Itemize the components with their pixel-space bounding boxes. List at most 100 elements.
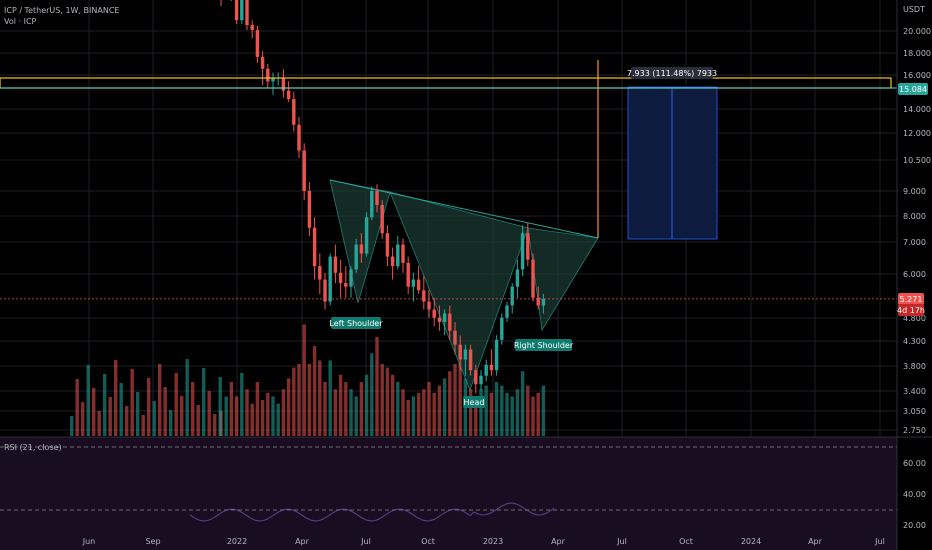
candle-body xyxy=(432,309,436,318)
candle-body xyxy=(286,90,291,100)
time-tick-label: 2024 xyxy=(741,537,761,546)
rsi-tick-label: 40.00 xyxy=(903,490,926,499)
rsi-line xyxy=(189,502,555,522)
volume-bar xyxy=(375,337,379,436)
volume-bar xyxy=(97,411,101,436)
candle-body xyxy=(416,279,421,291)
volume-bar xyxy=(333,389,338,436)
volume-bar xyxy=(520,371,525,436)
candle-body xyxy=(318,266,322,280)
candle-body xyxy=(234,0,239,21)
candle-body xyxy=(323,279,327,302)
volume-bar xyxy=(271,396,275,436)
volume-bar xyxy=(276,403,280,436)
volume-bar xyxy=(302,324,306,436)
candle-body xyxy=(468,349,473,371)
volume-bar xyxy=(218,377,222,436)
head-and-shoulders-pattern xyxy=(329,179,599,392)
candle-body xyxy=(245,0,249,26)
volume-bar xyxy=(515,389,520,436)
volume-bar xyxy=(266,392,270,436)
volume-bar xyxy=(458,356,462,436)
volume-bar xyxy=(432,392,436,436)
volume-bar xyxy=(125,406,129,436)
right-shoulder-label-bg xyxy=(515,339,572,351)
candle-body xyxy=(500,317,504,340)
time-tick-label: Jul xyxy=(360,537,371,546)
candle-body xyxy=(370,190,374,218)
volume-bar xyxy=(437,385,442,436)
head-shape xyxy=(389,191,529,392)
left-shoulder-label: Left Shoulder xyxy=(329,319,383,328)
candle-body xyxy=(385,233,390,257)
volume-bar xyxy=(292,367,296,436)
candle-body xyxy=(494,339,499,371)
volume-bar xyxy=(196,405,200,436)
time-tick-label: 2023 xyxy=(483,537,503,546)
head-label-bg xyxy=(463,396,485,408)
volume-bar xyxy=(468,389,473,436)
candle-body xyxy=(359,244,364,254)
candle-body xyxy=(541,298,546,306)
price-tick-label: 14.000 xyxy=(903,105,931,114)
volume-bar xyxy=(141,415,145,436)
volume-bar xyxy=(234,396,239,436)
volume-bar xyxy=(505,392,509,436)
price-tick-label: 3.050 xyxy=(903,407,926,416)
price-tick-label: 4.300 xyxy=(903,337,926,346)
volume-bar xyxy=(250,403,254,436)
candle-body xyxy=(505,305,509,318)
candle-body xyxy=(526,233,530,260)
volume-bar xyxy=(312,346,317,436)
volume-bar xyxy=(224,396,228,436)
candle-body xyxy=(292,99,296,125)
volume-bar xyxy=(338,374,343,436)
volume-bar xyxy=(328,360,332,436)
resistance-price-tag-bg xyxy=(898,83,928,95)
candle-body xyxy=(312,227,317,267)
symbol-title[interactable]: ICP / TetherUS, 1W, BINANCE xyxy=(4,6,120,15)
candle-body xyxy=(390,256,395,267)
price-tick-label: 2.750 xyxy=(903,426,926,435)
volume-bar xyxy=(448,371,452,436)
current-price-tag: 5.271 xyxy=(900,295,923,304)
price-tick-label: 8.000 xyxy=(903,212,926,221)
volume-bar xyxy=(260,400,265,436)
candle-body xyxy=(406,262,410,287)
time-tick-label: Apr xyxy=(295,537,310,546)
volume-bar xyxy=(489,392,494,436)
measure-label-bg xyxy=(631,67,713,79)
time-tick-label: Jun xyxy=(82,537,96,546)
candle-body xyxy=(307,190,312,228)
volume-bar xyxy=(174,373,178,436)
candle-body xyxy=(271,77,275,82)
volume-bar xyxy=(370,353,374,436)
volume-bar xyxy=(318,360,322,436)
candle-body xyxy=(531,259,535,298)
volume-bar xyxy=(297,364,301,436)
current-price-tag-bg xyxy=(898,293,924,305)
price-tick-label: 3.400 xyxy=(903,387,926,396)
candle-body xyxy=(380,204,384,234)
volume-bar xyxy=(396,382,400,436)
volume-bar xyxy=(255,382,260,436)
volume-bar xyxy=(422,389,426,436)
volume-bar xyxy=(541,385,546,436)
resistance-zone xyxy=(0,77,892,89)
volume-bar xyxy=(453,364,457,436)
volume-bar xyxy=(484,385,488,436)
price-tick-label: 4.800 xyxy=(903,314,926,323)
rsi-title[interactable]: RSI (21, close) xyxy=(4,443,62,452)
volume-title: Vol · ICP xyxy=(4,17,37,26)
candle-body xyxy=(411,279,416,287)
candle-body xyxy=(427,301,431,310)
volume-bar xyxy=(185,359,189,436)
candle-body xyxy=(349,269,353,287)
candle-body xyxy=(354,244,358,270)
volume-bar xyxy=(500,385,504,436)
candle-body xyxy=(364,217,369,254)
volume-bar xyxy=(364,374,369,436)
time-tick-label: 2022 xyxy=(227,537,247,546)
candle-body xyxy=(260,56,265,69)
